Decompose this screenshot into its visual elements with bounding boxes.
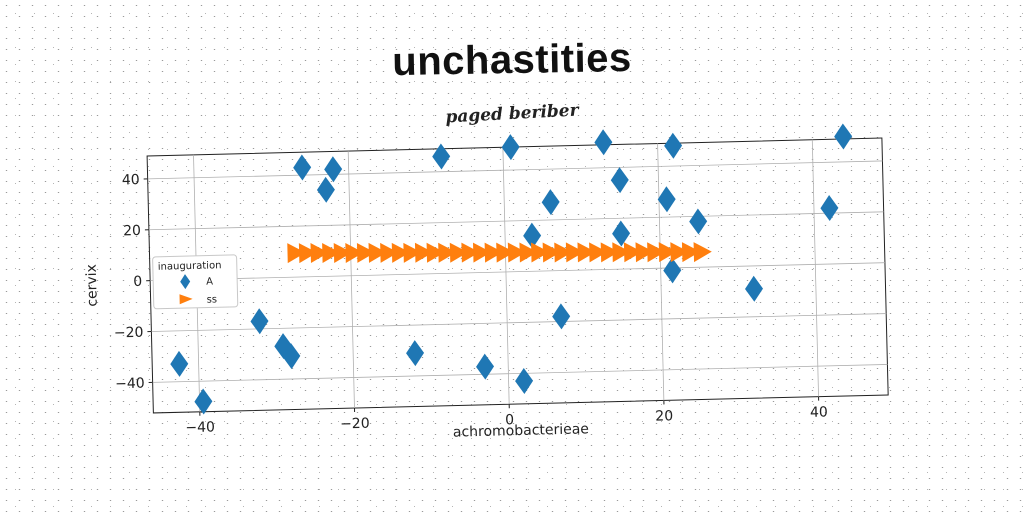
x-tick-label: −40 bbox=[185, 419, 215, 436]
data-point-a bbox=[541, 189, 560, 215]
x-tick-label: 20 bbox=[655, 408, 673, 424]
data-point-a bbox=[612, 220, 631, 246]
x-gridline bbox=[812, 140, 818, 397]
data-point-a bbox=[250, 308, 269, 334]
data-point-a bbox=[745, 276, 764, 302]
y-tick-label: 0 bbox=[133, 274, 142, 290]
legend: inauguration A ss bbox=[153, 255, 238, 309]
y-tick-label: −20 bbox=[114, 325, 144, 342]
y-gridline bbox=[148, 161, 883, 179]
data-point-a bbox=[432, 143, 451, 169]
x-gridline bbox=[658, 144, 664, 401]
data-point-a bbox=[293, 154, 312, 180]
x-gridline bbox=[503, 147, 509, 404]
data-point-a bbox=[689, 208, 708, 234]
data-point-a bbox=[664, 132, 683, 158]
data-point-ss bbox=[694, 242, 712, 262]
data-point-a bbox=[406, 340, 425, 366]
x-axis-label: achromobacterieae bbox=[453, 421, 589, 440]
y-tick-label: 40 bbox=[122, 172, 140, 188]
plot-frame bbox=[147, 138, 888, 413]
y-gridline bbox=[150, 263, 885, 281]
series-layer bbox=[165, 123, 859, 415]
data-point-a bbox=[501, 134, 520, 160]
data-point-a bbox=[476, 353, 495, 379]
y-axis-label: cervix bbox=[84, 264, 101, 307]
y-tick-label: 20 bbox=[123, 223, 141, 239]
data-point-a bbox=[515, 368, 534, 394]
y-tick-label: −40 bbox=[115, 376, 145, 393]
legend-label-ss: ss bbox=[207, 294, 218, 305]
data-point-a bbox=[194, 388, 213, 414]
legend-label-a: A bbox=[206, 276, 213, 287]
data-point-a bbox=[170, 351, 189, 377]
x-gridline bbox=[348, 151, 354, 408]
x-tick-label: −20 bbox=[340, 416, 370, 433]
grid bbox=[147, 138, 888, 413]
data-point-a bbox=[820, 195, 839, 221]
data-point-a bbox=[594, 129, 613, 155]
data-point-a bbox=[834, 123, 853, 149]
x-tick-label: 40 bbox=[810, 404, 828, 420]
y-gridline bbox=[149, 212, 884, 230]
data-point-a bbox=[657, 186, 676, 212]
data-point-a bbox=[610, 167, 629, 193]
data-point-a bbox=[552, 303, 571, 329]
legend-title: inauguration bbox=[158, 260, 222, 273]
